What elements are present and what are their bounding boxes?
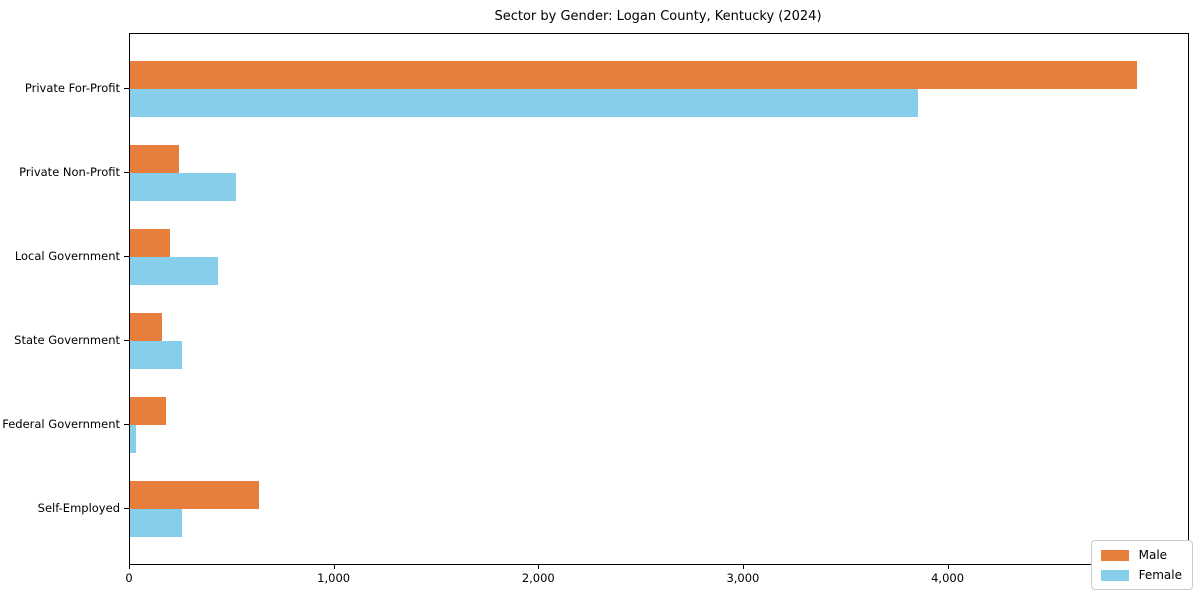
x-tick-4000: [947, 564, 949, 569]
bar-female-private-non-profit: [130, 173, 236, 201]
bar-female-local-government: [130, 257, 218, 285]
bar-male-state-government: [130, 313, 162, 341]
y-tick-federal-government: [124, 424, 129, 425]
y-tick-state-government: [124, 340, 129, 341]
x-label-2000: 2,000: [521, 571, 555, 585]
legend-row-male: Male: [1100, 548, 1182, 562]
legend-label-male: Male: [1138, 548, 1168, 562]
bar-male-private-for-profit: [130, 61, 1137, 89]
y-tick-private-for-profit: [124, 88, 129, 89]
x-tick-1000: [333, 564, 335, 569]
y-label-state-government: State Government: [14, 333, 120, 347]
bar-female-federal-government: [130, 425, 136, 453]
y-label-private-non-profit: Private Non-Profit: [19, 165, 120, 179]
bar-male-local-government: [130, 229, 170, 257]
legend-row-female: Female: [1100, 568, 1182, 582]
legend-label-female: Female: [1138, 568, 1182, 582]
y-tick-self-employed: [124, 508, 129, 509]
y-label-local-government: Local Government: [14, 249, 120, 263]
bar-female-private-for-profit: [130, 89, 918, 117]
y-label-federal-government: Federal Government: [2, 417, 120, 431]
y-label-private-for-profit: Private For-Profit: [24, 81, 120, 95]
x-tick-0: [129, 564, 130, 569]
legend-swatch-female: [1100, 569, 1129, 581]
chart-title: Sector by Gender: Logan County, Kentucky…: [494, 9, 822, 24]
y-tick-local-government: [124, 256, 129, 257]
bar-female-state-government: [130, 341, 182, 369]
x-label-3000: 3,000: [726, 571, 760, 585]
x-tick-2000: [538, 564, 540, 569]
legend: Male Female: [1090, 540, 1193, 590]
y-tick-private-non-profit: [124, 172, 129, 173]
bar-male-private-non-profit: [130, 145, 179, 173]
legend-swatch-male: [1100, 549, 1129, 561]
plot-area: [129, 33, 1189, 565]
bar-female-self-employed: [130, 509, 182, 537]
x-label-0: 0: [125, 571, 133, 585]
bar-male-federal-government: [130, 397, 166, 425]
x-label-4000: 4,000: [931, 571, 965, 585]
y-label-self-employed: Self-Employed: [37, 501, 120, 515]
x-tick-3000: [742, 564, 744, 569]
x-label-1000: 1,000: [317, 571, 351, 585]
bar-male-self-employed: [130, 481, 259, 509]
